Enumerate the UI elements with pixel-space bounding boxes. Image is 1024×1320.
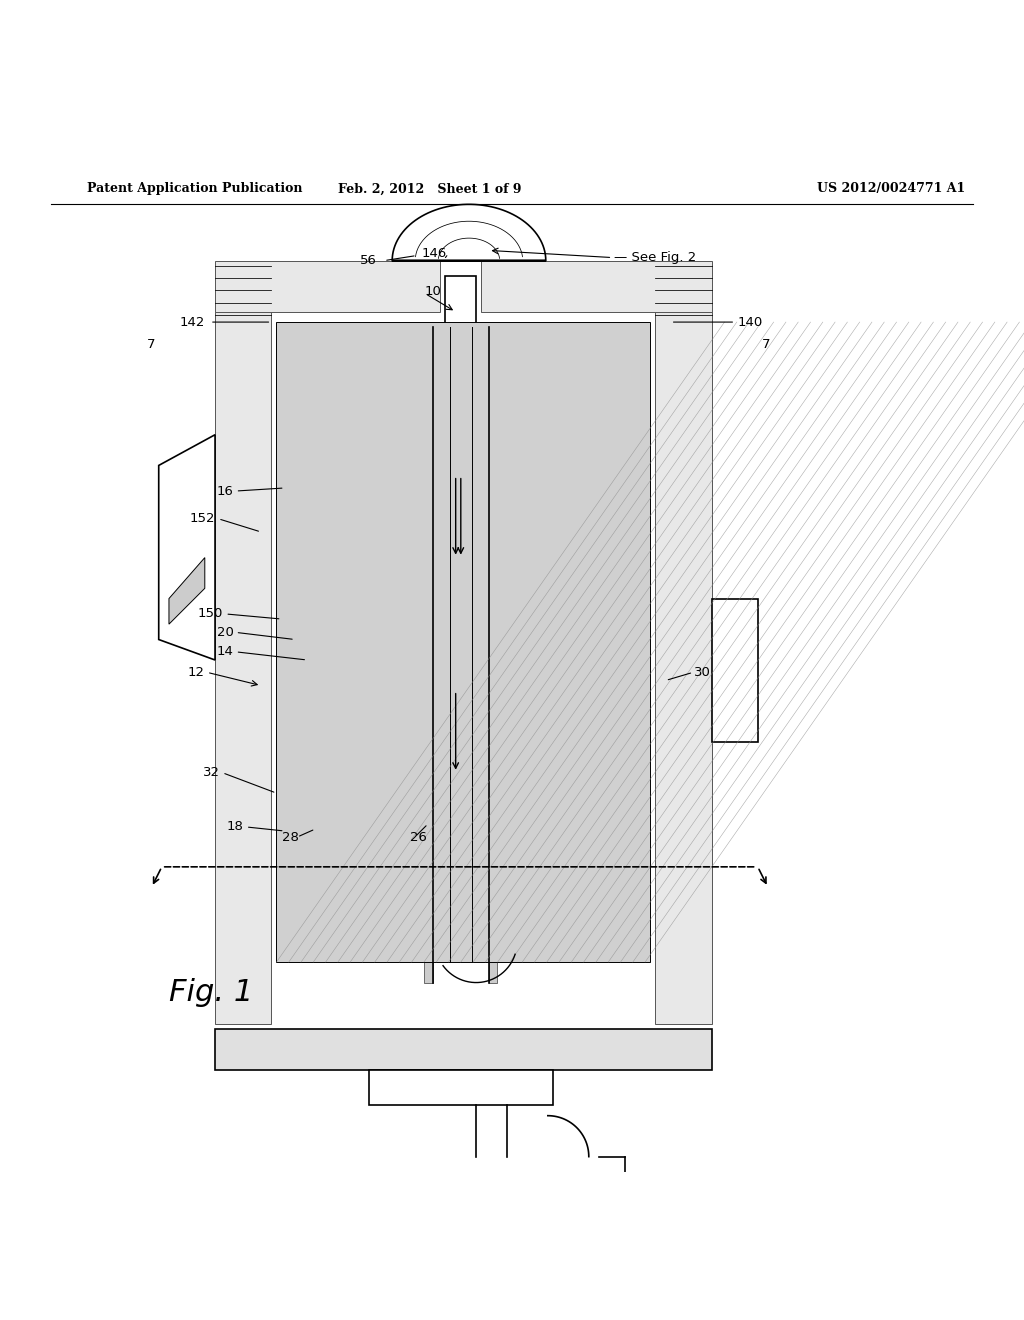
Polygon shape [169, 557, 205, 624]
Text: 12: 12 [187, 665, 205, 678]
Polygon shape [276, 322, 650, 962]
Bar [712, 598, 758, 742]
Bar [445, 276, 476, 333]
Text: Feb. 2, 2012   Sheet 1 of 9: Feb. 2, 2012 Sheet 1 of 9 [338, 182, 522, 195]
Text: 140: 140 [737, 315, 763, 329]
Polygon shape [655, 312, 712, 1023]
Bar [369, 1069, 553, 1105]
Polygon shape [159, 434, 215, 660]
Text: 30: 30 [694, 665, 711, 678]
Text: 7: 7 [762, 338, 770, 351]
Text: 32: 32 [203, 766, 220, 779]
Text: 146: 146 [422, 247, 447, 260]
Text: 150: 150 [198, 607, 223, 620]
Text: US 2012/0024771 A1: US 2012/0024771 A1 [817, 182, 965, 195]
Text: 14: 14 [217, 645, 233, 659]
Polygon shape [215, 312, 271, 1023]
Text: 26: 26 [410, 830, 426, 843]
Text: 16: 16 [217, 484, 233, 498]
Text: 7: 7 [147, 338, 156, 351]
Text: Fig. 1: Fig. 1 [169, 978, 253, 1007]
Text: 18: 18 [227, 821, 244, 833]
Polygon shape [481, 260, 712, 312]
Text: 20: 20 [217, 626, 233, 639]
Text: 142: 142 [179, 315, 205, 329]
Text: 28: 28 [282, 830, 298, 843]
Text: 152: 152 [189, 512, 215, 525]
Text: 10: 10 [425, 285, 441, 298]
Text: — See Fig. 2: — See Fig. 2 [614, 251, 696, 264]
Text: 56: 56 [360, 255, 377, 267]
Text: Patent Application Publication: Patent Application Publication [87, 182, 302, 195]
Polygon shape [489, 327, 498, 982]
Polygon shape [215, 1028, 712, 1069]
Polygon shape [424, 327, 432, 982]
Polygon shape [392, 205, 546, 260]
Polygon shape [215, 260, 440, 312]
